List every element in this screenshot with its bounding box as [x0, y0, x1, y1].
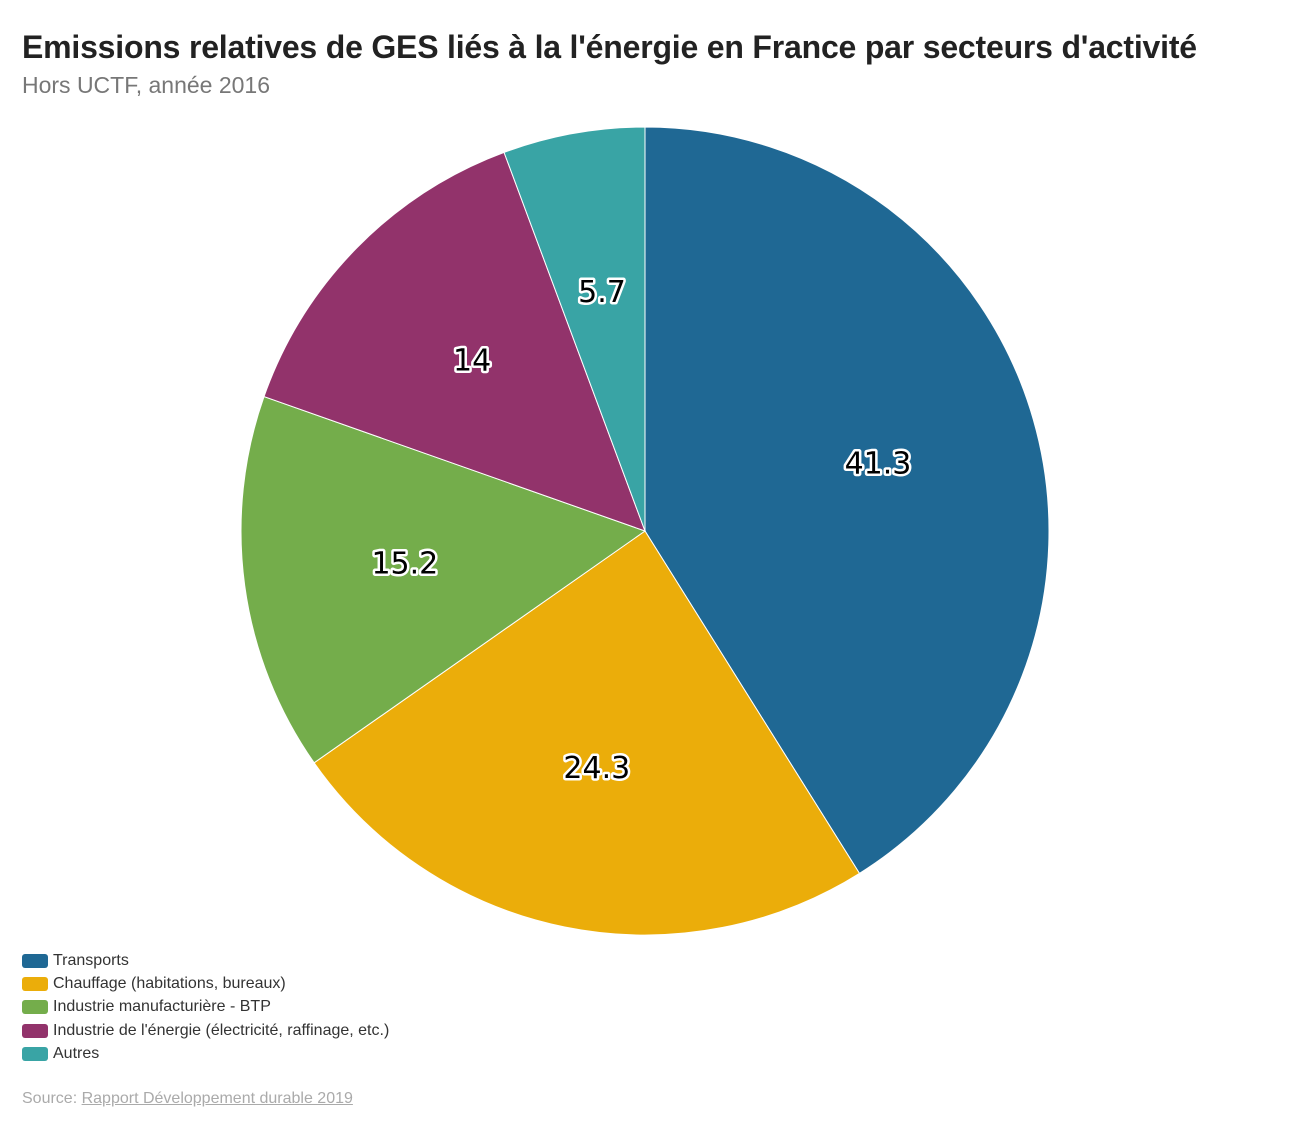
- slice-value-label: 41.3: [845, 447, 912, 482]
- chart-legend: Transports Chauffage (habitations, bureau…: [22, 949, 622, 1065]
- legend-swatch: [22, 1000, 48, 1015]
- source-link[interactable]: Rapport Développement durable 2019: [81, 1090, 353, 1107]
- slice-value-label: 15.2: [371, 546, 438, 581]
- legend-item-autres[interactable]: Autres: [22, 1042, 622, 1065]
- legend-label: Autres: [53, 1044, 100, 1062]
- legend-swatch: [22, 976, 48, 991]
- source-note: Source: Rapport Développement durable 20…: [22, 1090, 353, 1108]
- legend-swatch: [22, 1023, 48, 1038]
- legend-item-chauffage-habitations-bureaux[interactable]: Chauffage (habitations, bureaux): [22, 972, 622, 995]
- pie-slice-chauffage-habitations-bureaux[interactable]: [313, 530, 861, 936]
- chart-header: Emissions relatives de GES liés à la l'é…: [22, 26, 1272, 100]
- source-prefix: Source:: [22, 1090, 78, 1107]
- legend-item-industrie-de-l-energie-electricite-raffinage-etc[interactable]: Industrie de l'énergie (électricité, raf…: [22, 1019, 622, 1042]
- pie-slice-industrie-de-l-energie-electricite-raffinage-etc[interactable]: [263, 151, 646, 532]
- slice-value-label: 24.3: [563, 751, 630, 786]
- slice-value-label: 14: [453, 344, 491, 379]
- pie-slices: [240, 126, 1050, 936]
- pie-slice-transports[interactable]: [644, 126, 1050, 875]
- chart-subtitle: Hors UCTF, année 2016: [22, 72, 271, 98]
- chart-title: Emissions relatives de GES liés à la l'é…: [22, 29, 1197, 65]
- legend-label: Transports: [53, 951, 129, 969]
- legend-label: Industrie de l'énergie (électricité, raf…: [53, 1021, 390, 1039]
- legend-label: Chauffage (habitations, bureaux): [53, 974, 286, 992]
- pie-value-labels: 41.3 24.3 15.2 14 5.7: [369, 272, 914, 788]
- legend-item-transports[interactable]: Transports: [22, 949, 622, 972]
- pie-slice-industrie-manufacturiere-btp[interactable]: [240, 395, 647, 764]
- slice-value-label: 5.7: [578, 275, 626, 310]
- legend-item-industrie-manufacturiere-btp[interactable]: Industrie manufacturière - BTP: [22, 996, 622, 1019]
- legend-swatch: [22, 953, 48, 968]
- pie-slice-autres[interactable]: [503, 126, 646, 532]
- legend-label: Industrie manufacturière - BTP: [53, 998, 271, 1016]
- legend-swatch: [22, 1046, 48, 1061]
